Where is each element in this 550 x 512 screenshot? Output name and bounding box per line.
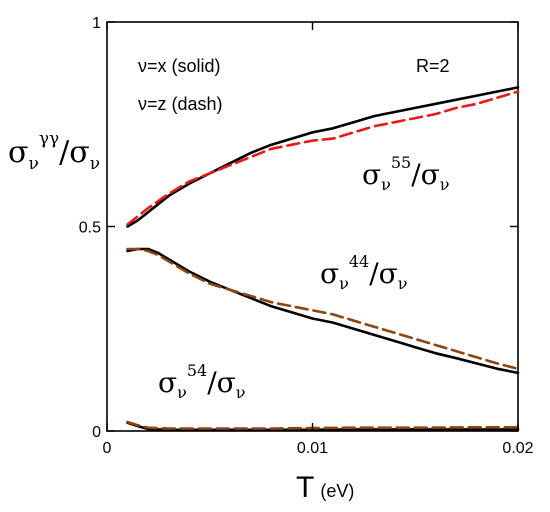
series-line-0 (126, 86, 520, 228)
x-axis-label: T (eV) (296, 471, 354, 504)
y-tick-label-2: 1 (92, 15, 101, 32)
curve-label-54: σν54/σν (158, 361, 246, 402)
y-tick-label-0: 0 (92, 424, 101, 441)
series-line-3 (126, 247, 520, 371)
dash-note: ν=z (dash) (138, 94, 223, 114)
r-note: R=2 (416, 56, 450, 76)
solid-note: ν=x (solid) (138, 56, 221, 76)
y-tick-label-1: 0.5 (79, 220, 101, 237)
series-line-5 (126, 420, 520, 430)
tick-layer: 0 0.01 0.02 0 0.5 1 (79, 15, 534, 457)
curve-label-55: σν55/σν (362, 153, 450, 194)
curve-label-44: σν44/σν (320, 252, 408, 293)
x-tick-label-2: 0.02 (502, 440, 533, 457)
x-tick-label-0: 0 (103, 440, 112, 457)
series-line-1 (126, 90, 520, 226)
y-axis-label: σνγγ/σν (8, 129, 100, 174)
series-line-2 (126, 247, 520, 375)
series-layer (126, 86, 520, 432)
x-tick-label-1: 0.01 (297, 440, 328, 457)
